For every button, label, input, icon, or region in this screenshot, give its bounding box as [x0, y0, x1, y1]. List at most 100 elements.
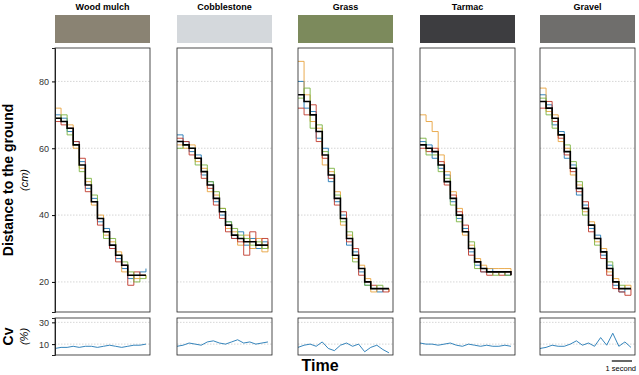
series-line	[177, 145, 268, 249]
y-axis: 20 40 60 80	[39, 49, 56, 313]
series-line	[177, 340, 268, 347]
tick: 20	[39, 277, 55, 287]
series-line	[540, 101, 631, 288]
panel	[177, 318, 272, 355]
x-axis-title: Time	[301, 357, 338, 374]
grid-line	[177, 281, 272, 282]
series-group	[540, 333, 631, 348]
figure: 20 40 60 80 Wood mulch Distance to the ground…	[0, 0, 639, 375]
panel	[298, 15, 393, 312]
tick-mark	[52, 215, 55, 216]
series-line	[298, 61, 389, 292]
series-line	[420, 145, 511, 275]
tick-label: 30	[39, 318, 49, 328]
plot-frame	[55, 318, 150, 355]
grid-line	[420, 215, 515, 216]
tick: 80	[39, 77, 55, 87]
series-group	[420, 343, 511, 346]
y-axis-title: Distance to the ground	[0, 104, 16, 256]
tick-mark	[52, 148, 55, 149]
series-line	[298, 88, 389, 289]
series-line	[55, 122, 146, 286]
series-line	[540, 101, 631, 295]
tick-label: 60	[39, 144, 49, 154]
series-group	[177, 135, 268, 255]
grid-line	[298, 322, 393, 323]
tick-label: 40	[39, 210, 49, 220]
series-line	[55, 115, 146, 282]
y-axis-unit: (cm)	[18, 169, 30, 191]
grid-line	[177, 81, 272, 82]
plot-frame	[540, 48, 635, 312]
series-line	[298, 105, 389, 292]
series-line	[540, 95, 631, 292]
grid-line	[298, 148, 393, 149]
grid-line	[55, 81, 150, 82]
grid-line	[55, 344, 150, 345]
tick: 60	[39, 144, 55, 154]
tick-label: 10	[39, 339, 49, 349]
series-line	[298, 95, 389, 289]
surface-thumbnail	[540, 15, 635, 43]
tick-mark	[52, 344, 55, 345]
series-group	[55, 108, 146, 285]
y-axis-title: Cv	[0, 327, 16, 345]
series-line	[177, 138, 268, 255]
plot-frame	[298, 318, 393, 355]
grid-line	[540, 322, 635, 323]
axis-line	[52, 319, 56, 356]
series-group	[177, 340, 268, 347]
series-line	[298, 342, 389, 353]
series-line	[420, 138, 511, 275]
panel-title: Grass	[333, 2, 359, 12]
tick-label: 80	[39, 77, 49, 87]
tick-mark	[52, 322, 55, 323]
series-group	[298, 61, 389, 292]
series-line	[540, 333, 631, 348]
series-group	[55, 344, 146, 348]
tick-mark	[52, 81, 55, 82]
panel-title: Gravel	[573, 2, 601, 12]
grid-line	[540, 281, 635, 282]
scale-bar	[612, 360, 632, 361]
series-group	[540, 88, 631, 295]
surface-thumbnail	[177, 15, 272, 43]
series-line	[177, 145, 268, 252]
series-line	[55, 118, 146, 275]
series-group	[298, 342, 389, 353]
panel: 20 40 60 80	[39, 15, 150, 313]
plot-frame	[298, 48, 393, 312]
panel	[177, 15, 272, 312]
series-line	[420, 115, 511, 272]
surface-thumbnail	[55, 15, 150, 43]
grid-line	[55, 148, 150, 149]
plot-frame	[540, 318, 635, 355]
panel	[540, 15, 635, 312]
plot-frame	[177, 48, 272, 312]
grid-line	[55, 322, 150, 323]
series-line	[177, 142, 268, 246]
panel-title: Wood mulch	[76, 2, 130, 12]
tick-label: 20	[39, 277, 49, 287]
series-line	[55, 108, 146, 278]
y-axis: 10 30	[39, 318, 56, 356]
grid-line	[298, 281, 393, 282]
series-line	[420, 142, 511, 276]
panel	[298, 318, 393, 355]
series-line	[55, 115, 146, 279]
plot-frame	[55, 48, 150, 312]
grid-line	[298, 81, 393, 82]
series-line	[540, 98, 631, 288]
panel	[420, 15, 515, 312]
y-axis-unit: (%)	[18, 328, 30, 345]
surface-thumbnail	[298, 15, 393, 43]
series-line	[420, 148, 511, 275]
series-line	[420, 343, 511, 346]
series-line	[298, 81, 389, 292]
tick: 40	[39, 210, 55, 220]
tick: 10	[39, 339, 55, 349]
panel	[420, 318, 515, 355]
grid-line	[540, 81, 635, 82]
grid-line	[420, 281, 515, 282]
series-line	[540, 88, 631, 289]
